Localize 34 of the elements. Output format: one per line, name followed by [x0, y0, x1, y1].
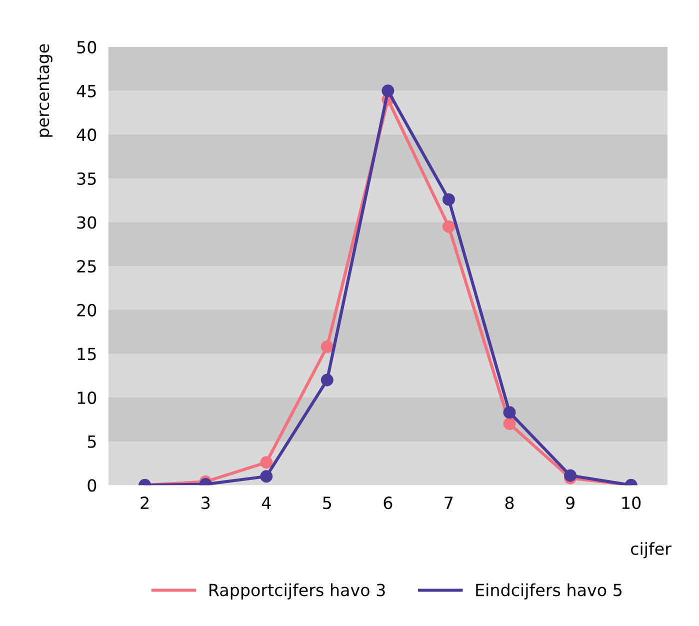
y-tick-label: 0 — [88, 479, 96, 492]
y-tick-label: 20 — [77, 304, 96, 316]
y-tick-label: 30 — [77, 216, 96, 229]
x-tick-label: 5 — [323, 496, 332, 510]
x-tick-label: 8 — [505, 496, 514, 510]
x-tick-label: 6 — [384, 496, 392, 510]
point — [320, 374, 334, 386]
y-tick-label: 50 — [77, 40, 96, 54]
x-tick-label: 7 — [444, 496, 453, 509]
point — [382, 84, 394, 98]
y-tick-label: 5 — [88, 436, 96, 448]
y-tick-label: 10 — [78, 391, 96, 404]
x-tick-label: 10 — [622, 496, 641, 510]
point — [503, 418, 516, 430]
point — [503, 406, 516, 419]
y-tick-label: 45 — [76, 84, 96, 98]
legend-label: Rapportcijfers havo 3 — [210, 583, 385, 600]
x-tick-label: 9 — [566, 496, 574, 510]
y-tick-label: 25 — [77, 260, 96, 273]
point — [442, 193, 455, 206]
point — [320, 340, 334, 353]
x-tick-label: 2 — [140, 496, 148, 509]
x-tick-label: 4 — [262, 496, 271, 509]
y-tick-label: 35 — [77, 172, 96, 185]
point — [260, 456, 273, 469]
y-tick-label: 40 — [76, 128, 96, 142]
legend-label: Eindcijfers havo 5 — [476, 583, 622, 600]
point — [260, 470, 273, 483]
point — [442, 220, 455, 233]
point — [564, 469, 577, 482]
y-axis-title: percentage — [37, 44, 52, 137]
x-tick-label: 3 — [202, 496, 210, 510]
y-tick-label: 15 — [78, 348, 96, 360]
x-axis-title: cijfer — [630, 542, 672, 558]
